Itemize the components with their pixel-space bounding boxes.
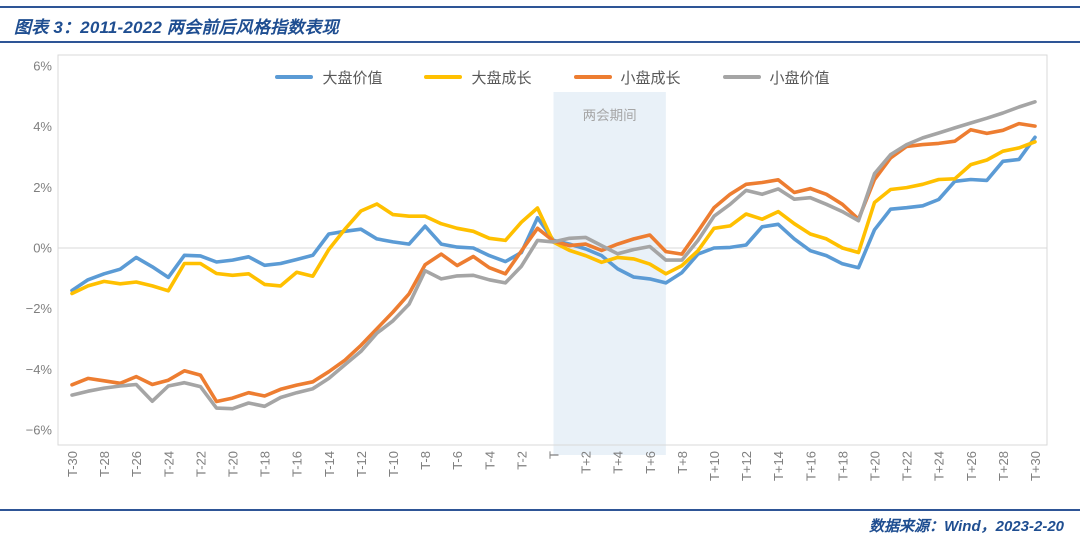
y-axis-tick-label: 6%: [33, 59, 52, 74]
x-axis-tick-label: T: [547, 451, 562, 459]
legend-label: 大盘成长: [471, 69, 532, 87]
x-axis-tick-label: T+22: [900, 451, 915, 481]
y-axis-tick-label: −6%: [26, 422, 53, 437]
x-axis-tick-label: T-14: [322, 451, 337, 477]
plot-border: [57, 54, 1048, 446]
x-axis-tick-label: T-22: [193, 451, 208, 477]
x-axis-tick-label: T+30: [1028, 451, 1043, 481]
x-axis-tick-label: T-20: [226, 451, 241, 477]
x-axis-tick-label: T-2: [514, 451, 529, 470]
series-line-3: [70, 100, 1037, 411]
legend-swatch-icon: [424, 74, 463, 80]
x-axis-tick-label: T+4: [611, 451, 626, 474]
x-axis-tick-label: T+20: [868, 451, 883, 481]
data-source-note: 数据来源：Wind，2023-2-20: [869, 518, 1064, 535]
x-axis-tick-label: T-4: [482, 451, 497, 470]
y-axis-tick-label: −4%: [26, 362, 53, 377]
x-axis-tick-label: T+2: [579, 451, 594, 474]
x-axis-tick-label: T-26: [129, 451, 144, 477]
x-axis-tick-label: T+14: [771, 451, 786, 481]
legend-swatch-icon: [722, 74, 761, 80]
legend-item-3: 小盘价值: [722, 67, 830, 88]
legend-item-2: 小盘成长: [573, 67, 681, 88]
x-axis-tick-label: T-28: [97, 451, 112, 477]
x-axis-tick-label: T+6: [643, 451, 658, 474]
top-rule: [0, 6, 1080, 8]
x-axis-tick-label: T+10: [707, 451, 722, 481]
legend-label: 大盘价值: [322, 69, 383, 87]
x-axis-tick-label: T+18: [835, 451, 850, 481]
legend-label: 小盘成长: [620, 69, 681, 87]
x-axis-tick-label: T-24: [161, 451, 176, 477]
x-axis-tick-label: T+12: [739, 451, 754, 481]
legend-item-0: 大盘价值: [275, 67, 382, 88]
y-axis-tick-label: 4%: [33, 119, 52, 134]
y-axis-tick-label: −2%: [26, 301, 53, 316]
x-axis-tick-label: T-30: [65, 451, 80, 477]
legend-swatch-icon: [275, 74, 314, 80]
x-axis-tick-label: T+24: [932, 451, 947, 481]
figure-title: 图表 3：2011-2022 两会前后风格指数表现: [14, 18, 339, 37]
x-axis-tick-label: T-18: [258, 451, 273, 477]
x-axis-tick-label: T-10: [386, 451, 401, 477]
two-sessions-band: [553, 92, 666, 455]
legend-label: 小盘价值: [769, 69, 830, 87]
y-axis-tick-label: 2%: [33, 180, 52, 195]
two-sessions-band-label: 两会期间: [583, 108, 637, 123]
x-axis-tick-label: T+28: [996, 451, 1011, 481]
y-axis-tick-label: 0%: [33, 241, 52, 256]
x-axis-tick-label: T-16: [290, 451, 305, 477]
x-axis-tick-label: T+8: [675, 451, 690, 474]
title-underline-rule: [0, 41, 1080, 43]
legend-item-1: 大盘成长: [424, 67, 532, 88]
x-axis-tick-label: T+16: [803, 451, 818, 481]
legend-swatch-icon: [573, 74, 612, 80]
bottom-rule: [0, 509, 1080, 511]
x-axis-tick-label: T-6: [450, 451, 465, 470]
x-axis-tick-label: T-12: [354, 451, 369, 477]
x-axis-tick-label: T+26: [964, 451, 979, 481]
chart-legend: 大盘价值 大盘成长 小盘成长 小盘价值: [58, 66, 1047, 88]
x-axis-tick-label: T-8: [418, 451, 433, 470]
